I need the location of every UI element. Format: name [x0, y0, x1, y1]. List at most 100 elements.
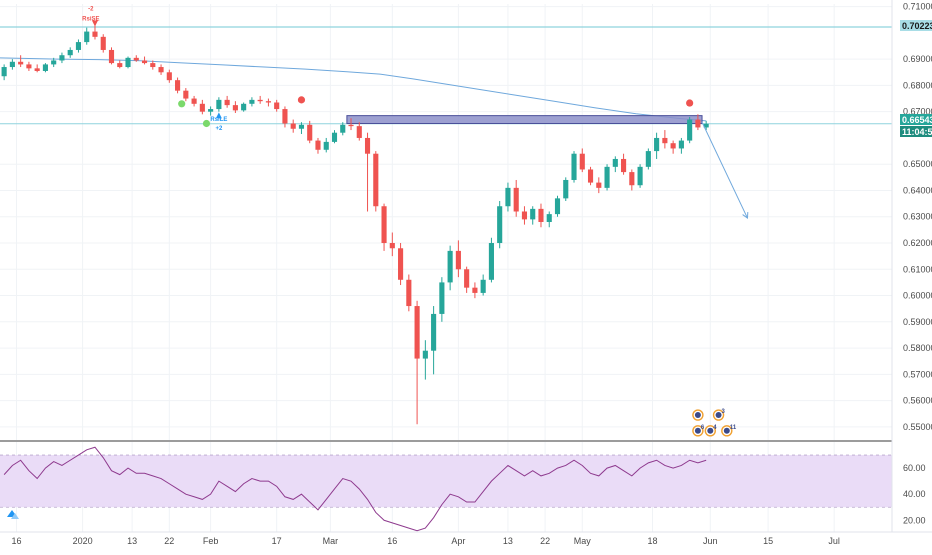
signal-dot [297, 96, 306, 104]
candle-down [199, 103, 205, 112]
event-badge-count: 11 [730, 425, 737, 431]
tradingview-logo-icon-accent [11, 513, 19, 519]
candle-up [59, 55, 65, 61]
candle-down [92, 31, 98, 37]
candle-down [257, 99, 263, 102]
candle-down [265, 101, 271, 103]
candle-up [216, 99, 222, 110]
resistance-zone[interactable] [346, 115, 703, 125]
candle-up [67, 49, 73, 56]
candle-down [26, 64, 32, 69]
candle-down [158, 67, 164, 73]
candle-up [703, 123, 709, 128]
grid-lines [0, 4, 892, 532]
candle-down [274, 102, 280, 110]
candle-down [191, 98, 197, 104]
candle-down [695, 119, 701, 128]
rsi-band [0, 455, 892, 508]
candle-up [125, 57, 131, 68]
countdown-tag-text: 11:04:57 [902, 127, 932, 137]
time-tick-label: 15 [763, 536, 773, 546]
candle-down [670, 143, 676, 149]
candle-up [75, 42, 82, 50]
candle-down [108, 49, 115, 64]
candle-up [604, 166, 610, 188]
candle-up [51, 60, 57, 65]
time-tick-label: Mar [323, 536, 339, 546]
signal-dot [178, 100, 186, 108]
time-tick-label: 2020 [73, 536, 93, 546]
candle-down [464, 269, 470, 288]
candle-down [472, 287, 478, 293]
flag-icon [723, 427, 730, 434]
level-price-tag-text: 0.70223 [902, 21, 932, 31]
rsi-tick-label: 60.00 [903, 463, 926, 473]
candle-up [497, 206, 503, 244]
candle-up [612, 158, 618, 167]
candle-down [414, 306, 420, 359]
candle-down [18, 61, 24, 65]
moving-average-line [0, 57, 707, 122]
candle-down [398, 248, 404, 280]
candle-up [505, 187, 511, 207]
tradingview-logo[interactable] [7, 510, 19, 519]
candle-down [315, 140, 321, 150]
candle-down [133, 57, 139, 61]
candle-down [175, 80, 181, 91]
candle-down [373, 153, 379, 207]
signal-arrow-down-icon [91, 20, 98, 27]
resistance-zone-group[interactable] [346, 115, 703, 125]
signal-arrow-up-icon [215, 112, 222, 119]
time-tick-label: 16 [387, 536, 397, 546]
signal-label: RsiLE [210, 117, 227, 123]
projection-arrow-group[interactable] [701, 121, 749, 220]
candle-up [480, 279, 486, 293]
candle-down [166, 72, 172, 81]
candle-up [546, 214, 552, 222]
signal-label: -2 [88, 7, 94, 13]
candle-up [554, 198, 561, 215]
candle-down [356, 126, 362, 138]
event-badges[interactable]: 3 6 4 11 [692, 409, 737, 437]
price-tick-label: 0.55000 [903, 422, 932, 432]
candle-up [654, 137, 660, 152]
rsi-tick-label: 40.00 [903, 489, 926, 499]
candle-down [150, 63, 156, 68]
candle-up [447, 250, 453, 283]
time-tick-label: 22 [540, 536, 550, 546]
candle-down [587, 169, 594, 183]
time-axis[interactable]: 16 2020 13 22 Feb 17 Mar 16 Apr 13 22 May 18 Jun 15 Jul [0, 531, 932, 546]
candle-down [364, 137, 371, 154]
candle-down [348, 124, 354, 127]
candle-up [1, 67, 7, 77]
candle-up [331, 132, 338, 142]
candle-down [662, 137, 668, 144]
last-price-tag-text: 0.66543 [902, 115, 932, 125]
rsi-tick-label: 20.00 [903, 515, 926, 525]
time-tick-label: May [574, 536, 592, 546]
candle-down [232, 105, 238, 111]
candle-up [323, 141, 329, 150]
candle-up [563, 179, 569, 199]
projection-arrow[interactable] [701, 121, 748, 219]
candle-down [100, 36, 106, 50]
event-badge-count: 4 [713, 425, 717, 431]
candle-down [629, 172, 635, 186]
candle-up [422, 350, 428, 359]
candle-down [389, 243, 395, 249]
rsi-pane [0, 440, 892, 532]
candle-up [439, 282, 445, 314]
candle-down [34, 68, 40, 71]
candle-down [538, 208, 544, 222]
time-tick-label: 16 [12, 536, 22, 546]
candle-down [224, 99, 230, 106]
